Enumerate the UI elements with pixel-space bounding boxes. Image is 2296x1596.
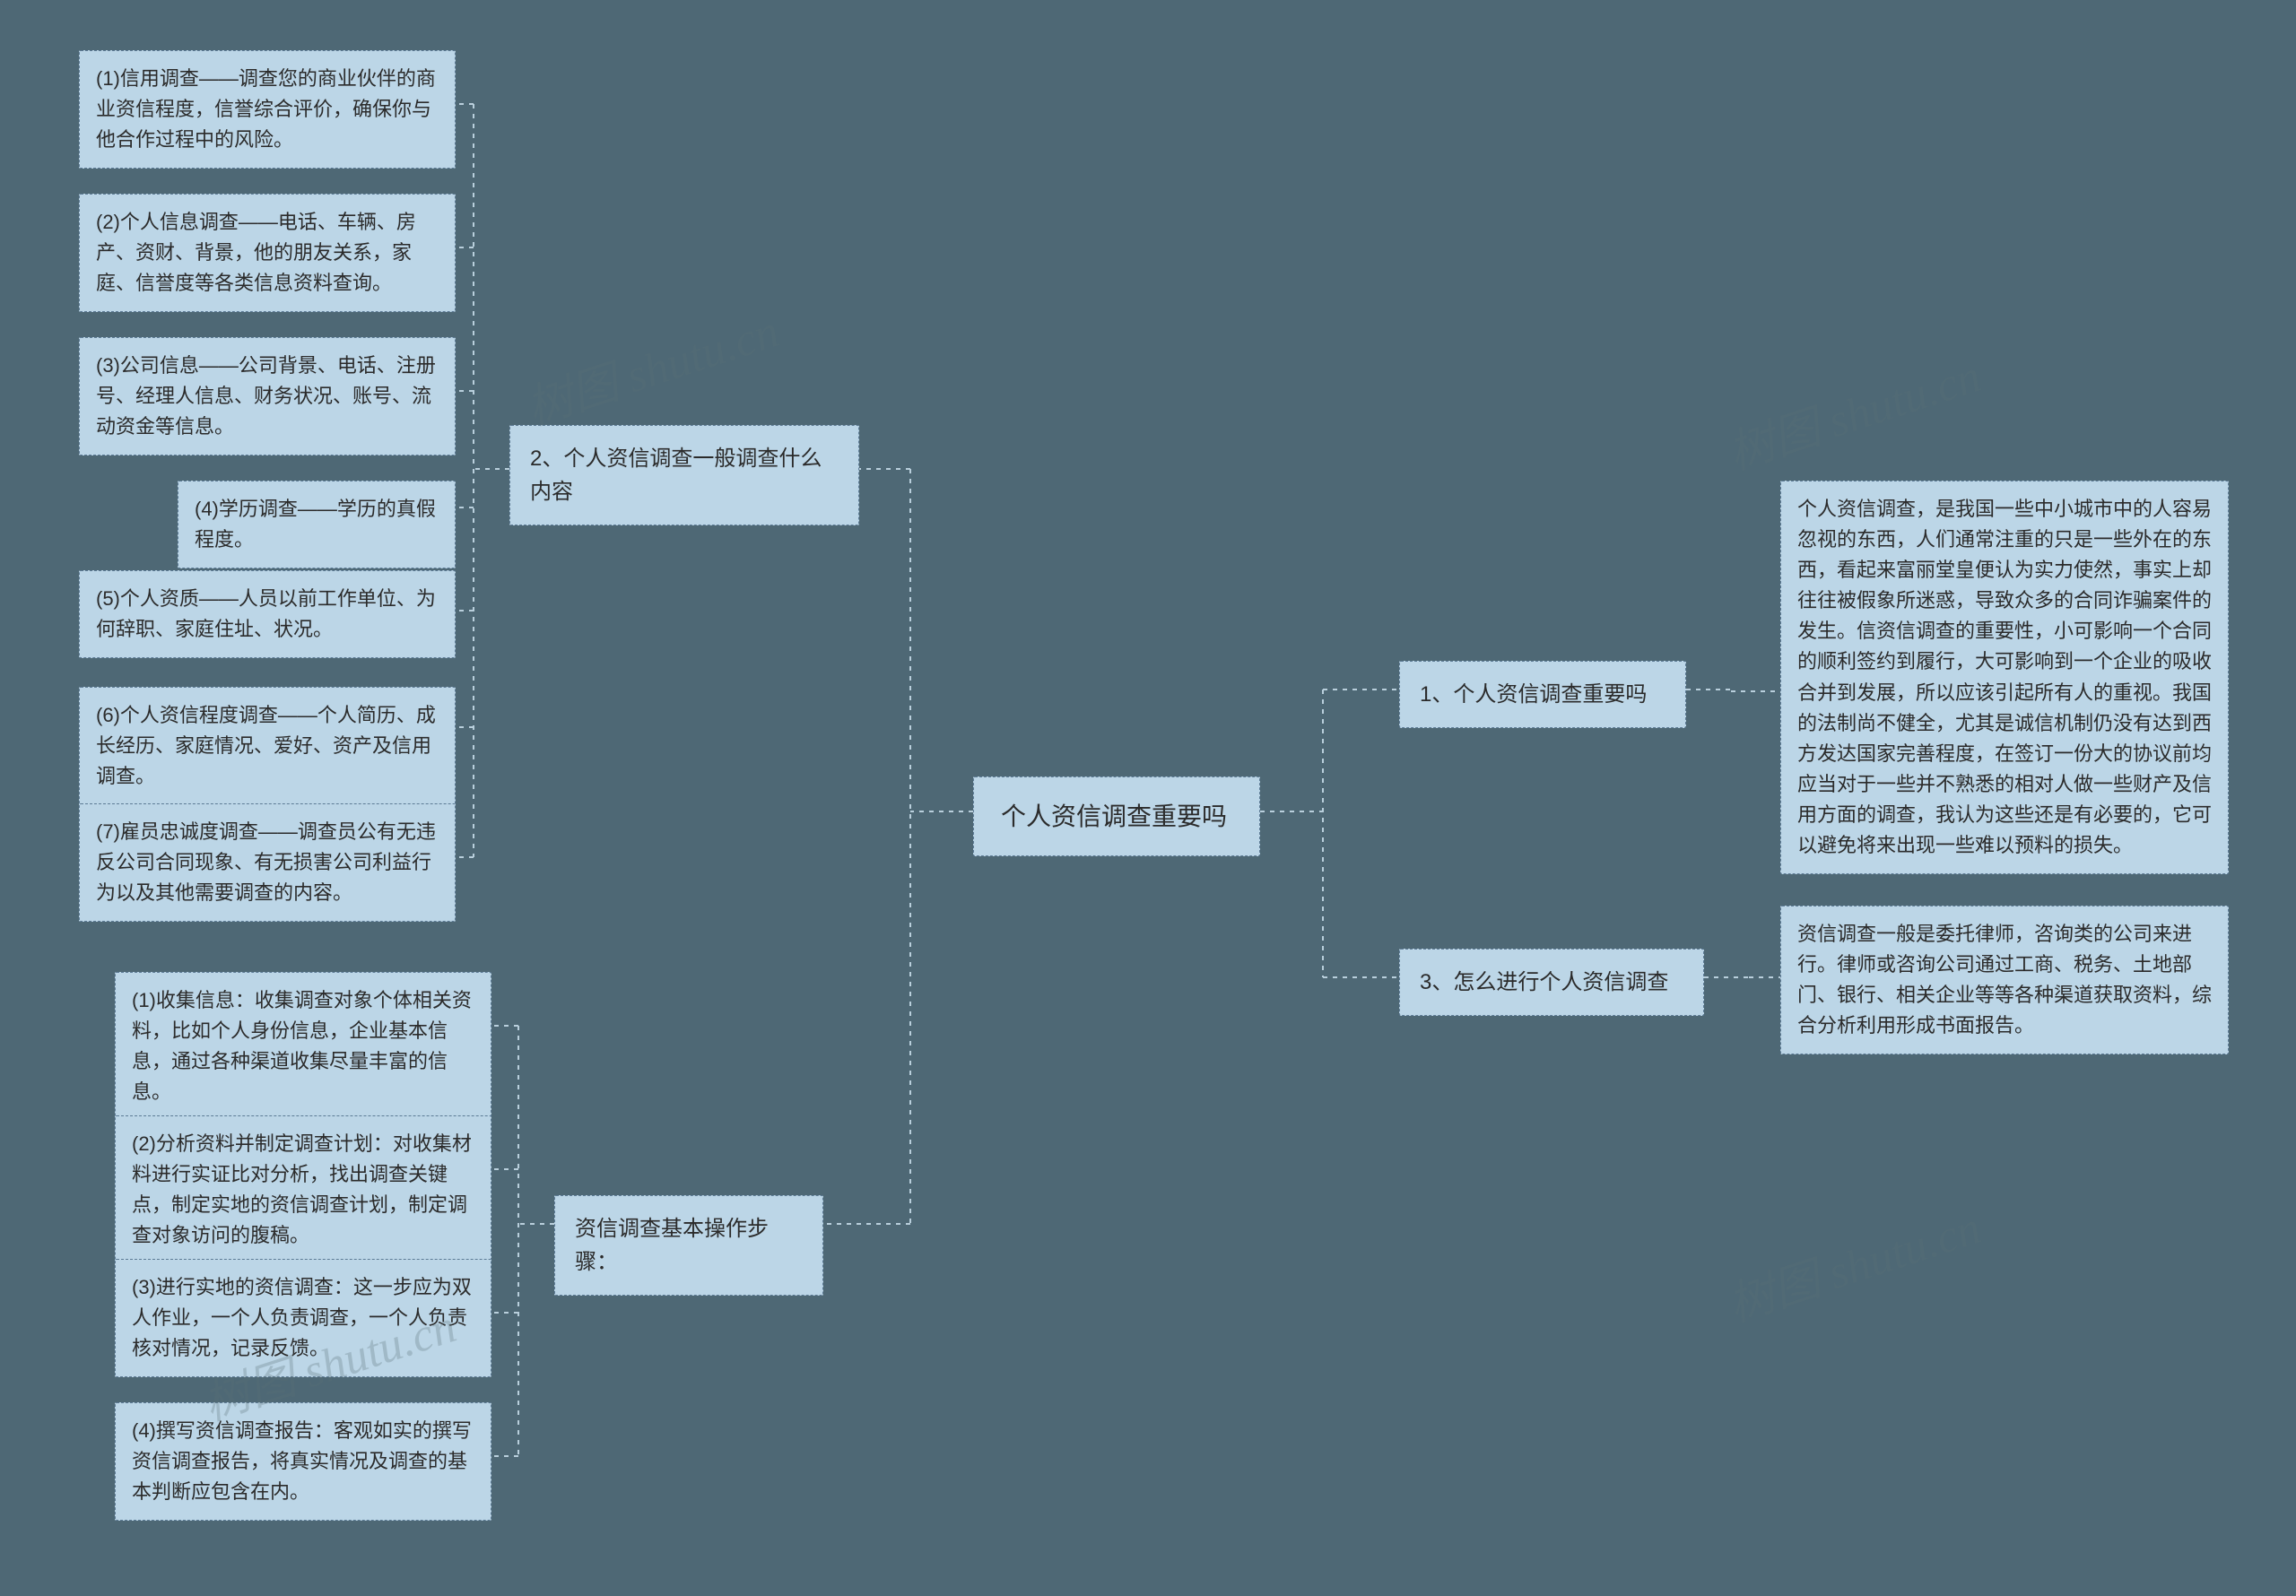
node-l4a: (1)收集信息：收集调查对象个体相关资料，比如个人身份信息，企业基本信息，通过各… [115, 972, 491, 1121]
node-l2g: (7)雇员忠诚度调查——调查员公有无违反公司合同现象、有无损害公司利益行为以及其… [79, 803, 456, 922]
node-r3: 3、怎么进行个人资信调查 [1399, 949, 1704, 1016]
node-l4b: (2)分析资料并制定调查计划：对收集材料进行实证比对分析，找出调查关键点，制定实… [115, 1115, 491, 1264]
node-l2: 2、个人资信调查一般调查什么内容 [509, 425, 859, 525]
node-l4d: (4)撰写资信调查报告：客观如实的撰写资信调查报告，将真实情况及调查的基本判断应… [115, 1402, 491, 1521]
node-r1a: 个人资信调查，是我国一些中小城市中的人容易忽视的东西，人们通常注重的只是一些外在… [1780, 481, 2229, 874]
node-l2c: (3)公司信息——公司背景、电话、注册号、经理人信息、财务状况、账号、流动资金等… [79, 337, 456, 455]
node-l4: 资信调查基本操作步骤： [554, 1195, 823, 1296]
watermark: 树图 shutu.cn [517, 293, 787, 438]
node-l2e: (5)个人资质——人员以前工作单位、为何辞职、家庭住址、状况。 [79, 570, 456, 658]
node-l4c: (3)进行实地的资信调查：这一步应为双人作业，一个人负责调查，一个人负责核对情况… [115, 1259, 491, 1377]
node-l2b: (2)个人信息调查——电话、车辆、房产、资财、背景，他的朋友关系，家庭、信誉度等… [79, 194, 456, 312]
node-r3a: 资信调查一般是委托律师，咨询类的公司来进行。律师或咨询公司通过工商、税务、土地部… [1780, 906, 2229, 1054]
node-l2f: (6)个人资信程度调查——个人简历、成长经历、家庭情况、爱好、资产及信用调查。 [79, 687, 456, 805]
watermark: 树图 shutu.cn [1718, 338, 1988, 482]
mindmap-canvas: 个人资信调查重要吗 1、个人资信调查重要吗 个人资信调查，是我国一些中小城市中的人容… [0, 0, 2296, 1596]
node-l2d: (4)学历调查——学历的真假程度。 [178, 481, 456, 568]
watermark: 树图 shutu.cn [1718, 1190, 1988, 1334]
node-l2a: (1)信用调查——调查您的商业伙伴的商业资信程度，信誉综合评价，确保你与他合作过… [79, 50, 456, 169]
node-r1: 1、个人资信调查重要吗 [1399, 661, 1686, 728]
node-root: 个人资信调查重要吗 [973, 776, 1260, 856]
